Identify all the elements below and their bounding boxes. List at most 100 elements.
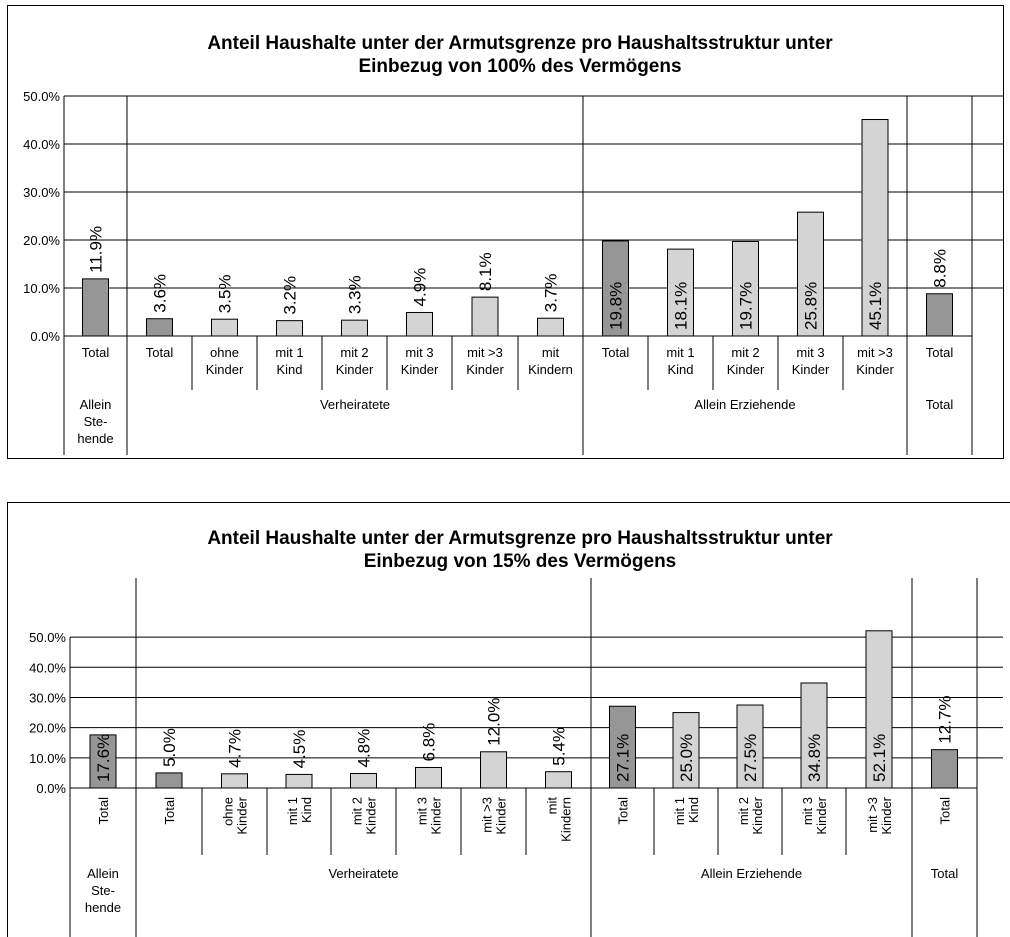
chart-1-bar: [732, 240, 759, 337]
chart-2-bar: [350, 773, 377, 789]
chart-2-category-label: Kinder: [235, 796, 250, 834]
chart-2-bar: [609, 705, 636, 789]
chart-1-bar: [797, 211, 824, 337]
chart-2-category-label: Kindern: [559, 797, 574, 842]
chart-1-category-label: mit 1: [275, 345, 303, 360]
chart-1-value-label: 3.3%: [346, 275, 365, 314]
chart-2-category-label: mit 2: [350, 797, 365, 825]
chart-1-category-label: Kinder: [401, 362, 439, 377]
chart-1-category-label: Total: [602, 345, 630, 360]
chart-2-value-label: 5.4%: [550, 727, 569, 766]
chart-2-value-label: 25.0%: [677, 734, 696, 782]
chart-1-category-label: Total: [926, 345, 954, 360]
chart-1-category-label: mit >3: [857, 345, 893, 360]
chart-2-category-label: mit 1: [285, 797, 300, 825]
chart-2-bar: [415, 766, 442, 789]
chart-2-category-label: mit 3: [415, 797, 430, 825]
chart-1-bar: [667, 248, 694, 337]
chart-2-category-label: mit: [545, 797, 560, 815]
chart-2-category-label: Kinder: [364, 796, 379, 834]
chart-2-category-label: Kinder: [750, 796, 765, 834]
chart-1-category-label: Kindern: [528, 362, 573, 377]
chart-1-bar: [146, 318, 173, 337]
chart-2-category-label: ohne: [221, 797, 236, 826]
chart-2-group-label: Allein Erziehende: [701, 866, 802, 881]
chart-1-title: Anteil Haushalte unter der Armutsgrenze …: [0, 32, 1010, 78]
chart-1-category-label: Kind: [667, 362, 693, 377]
chart-2-title-line-2: Einbezug von 15% des Vermögens: [363, 551, 677, 572]
chart-1-value-label: 18.1%: [672, 282, 691, 330]
chart-2-value-label: 4.8%: [355, 729, 374, 768]
chart-2-category-label: Kind: [299, 797, 314, 823]
chart-1-category-label: Kind: [276, 362, 302, 377]
chart-1-category-label: Kinder: [466, 362, 504, 377]
chart-1-bar: [537, 317, 564, 337]
chart-2-group-label: Ste-: [91, 883, 115, 898]
chart-1-group-label: Total: [926, 397, 954, 412]
chart-1-category-label: Kinder: [856, 362, 894, 377]
chart-1-group-label: Allein Erziehende: [694, 397, 795, 412]
chart-2-category-label: Total: [162, 797, 177, 825]
chart-1-ytick-label: 0.0%: [30, 329, 60, 344]
chart-1-value-label: 8.1%: [476, 252, 495, 291]
chart-1-category-label: ohne: [210, 345, 239, 360]
chart-2-ytick-label: 40.0%: [29, 660, 66, 675]
chart-1-bar: [861, 119, 889, 337]
chart-1-bar: [926, 293, 953, 337]
chart-2-value-label: 12.7%: [936, 695, 955, 743]
chart-1-category-label: Kinder: [336, 362, 374, 377]
chart-1-value-label: 19.7%: [737, 282, 756, 330]
chart-2-value-label: 34.8%: [805, 734, 824, 782]
chart-1-category-label: Kinder: [792, 362, 830, 377]
chart-2-bar: [480, 751, 507, 789]
chart-1-value-label: 11.9%: [87, 226, 106, 273]
chart-2-value-label: 4.7%: [226, 729, 245, 768]
chart-2-category-label: Total: [938, 797, 953, 825]
chart-2-ytick-label: 20.0%: [29, 721, 66, 736]
chart-1-value-label: 25.8%: [802, 282, 821, 330]
chart-2-value-label: 5.0%: [160, 728, 179, 767]
chart-1-group-label: Allein: [80, 397, 112, 412]
chart-1-ytick-label: 40.0%: [23, 137, 60, 152]
chart-1-category-label: mit: [542, 345, 560, 360]
chart-2-category-label: mit >3: [480, 797, 495, 833]
chart-frame-2: [7, 502, 1010, 937]
chart-2-bar: [736, 704, 764, 789]
chart-2-bar: [285, 773, 313, 789]
chart-1-value-label: 45.1%: [866, 282, 885, 330]
chart-1-category-label: mit 2: [340, 345, 368, 360]
chart-2-category-label: mit >3: [865, 797, 880, 833]
chart-2-ytick-label: 10.0%: [29, 751, 66, 766]
chart-2-group-label: hende: [85, 900, 121, 915]
chart-1-category-label: Total: [82, 345, 110, 360]
chart-2-category-label: Kinder: [494, 796, 509, 834]
chart-2-title-line-1: Anteil Haushalte unter der Armutsgrenze …: [207, 528, 833, 549]
chart-1-ytick-label: 50.0%: [23, 89, 60, 104]
chart-2-category-label: Total: [96, 797, 111, 825]
chart-1-bar: [602, 240, 629, 337]
chart-1-category-label: Kinder: [727, 362, 765, 377]
chart-2-ytick-label: 30.0%: [29, 690, 66, 705]
chart-1-value-label: 19.8%: [607, 282, 626, 330]
chart-1-ytick-label: 20.0%: [23, 233, 60, 248]
chart-1-value-label: 3.6%: [151, 274, 170, 313]
chart-1-ytick-label: 30.0%: [23, 185, 60, 200]
chart-2-bar: [865, 630, 893, 789]
chart-2-value-label: 52.1%: [870, 734, 889, 782]
chart-2-bar: [89, 734, 117, 789]
chart-1-value-label: 3.5%: [216, 274, 235, 313]
chart-1-group-label: hende: [77, 431, 113, 446]
chart-1-category-label: mit 1: [666, 345, 694, 360]
chart-1-bar: [406, 311, 433, 337]
chart-1-bar: [471, 296, 499, 337]
chart-2-category-label: Kind: [686, 797, 701, 823]
chart-1-category-label: mit 2: [731, 345, 759, 360]
chart-frame-1: [7, 5, 1004, 459]
chart-1-category-label: mit 3: [796, 345, 824, 360]
chart-2-bar: [221, 773, 248, 789]
chart-1-group-label: Ste-: [84, 414, 108, 429]
chart-2-bar: [155, 772, 183, 789]
chart-2-group-label: Verheiratete: [328, 866, 398, 881]
chart-2-ytick-label: 0.0%: [36, 781, 66, 796]
